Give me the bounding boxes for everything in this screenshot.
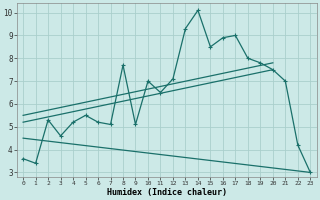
- X-axis label: Humidex (Indice chaleur): Humidex (Indice chaleur): [107, 188, 227, 197]
